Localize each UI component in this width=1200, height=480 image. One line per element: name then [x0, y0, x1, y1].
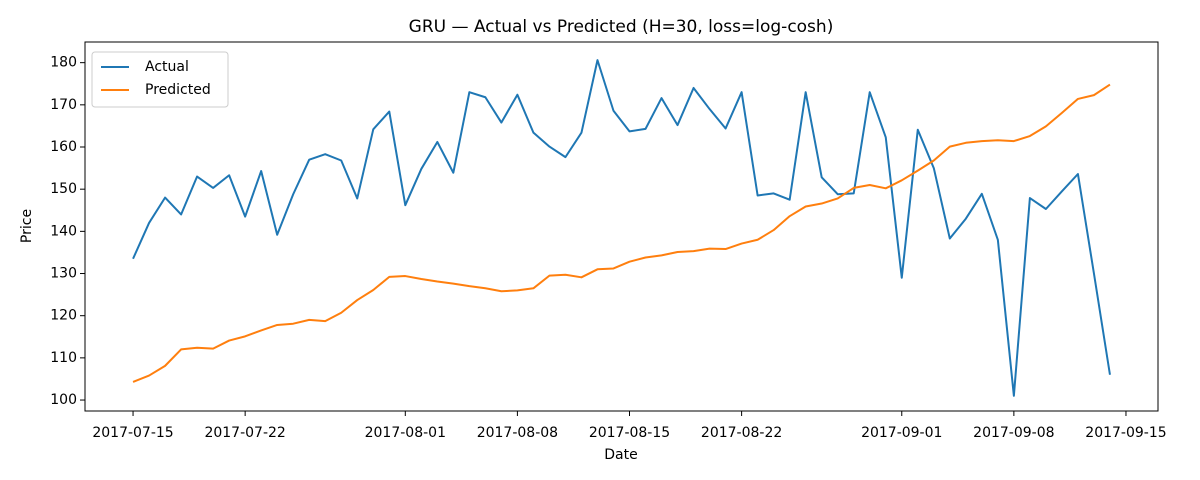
x-tick-label: 2017-08-08 [477, 425, 558, 441]
plot-frame [84, 41, 1159, 412]
legend-box [91, 51, 229, 108]
y-tick-label: 160 [50, 139, 77, 155]
series-line [132, 83, 1111, 383]
legend-label: Predicted [145, 82, 211, 98]
x-tick-label: 2017-08-01 [365, 425, 446, 441]
y-tick-label: 130 [50, 266, 77, 282]
series-line [132, 59, 1111, 397]
y-tick-label: 110 [50, 350, 77, 366]
y-axis-label: Price [19, 209, 35, 243]
y-tick-label: 100 [50, 392, 77, 408]
x-axis-label: Date [604, 447, 637, 463]
x-tick-label: 2017-07-15 [92, 425, 173, 441]
legend-label: Actual [145, 59, 189, 75]
y-tick-label: 150 [50, 181, 77, 197]
y-tick-label: 140 [50, 223, 77, 239]
x-tick-label: 2017-07-22 [204, 425, 285, 441]
y-tick-label: 170 [50, 97, 77, 113]
x-tick-label: 2017-09-15 [1085, 425, 1166, 441]
y-tick-label: 180 [50, 55, 77, 71]
x-tick-label: 2017-09-01 [861, 425, 942, 441]
y-tick-label: 120 [50, 308, 77, 324]
x-tick-label: 2017-09-08 [973, 425, 1054, 441]
chart-title: GRU — Actual vs Predicted (H=30, loss=lo… [409, 17, 834, 37]
x-tick-label: 2017-08-15 [589, 425, 670, 441]
x-tick-label: 2017-08-22 [701, 425, 782, 441]
